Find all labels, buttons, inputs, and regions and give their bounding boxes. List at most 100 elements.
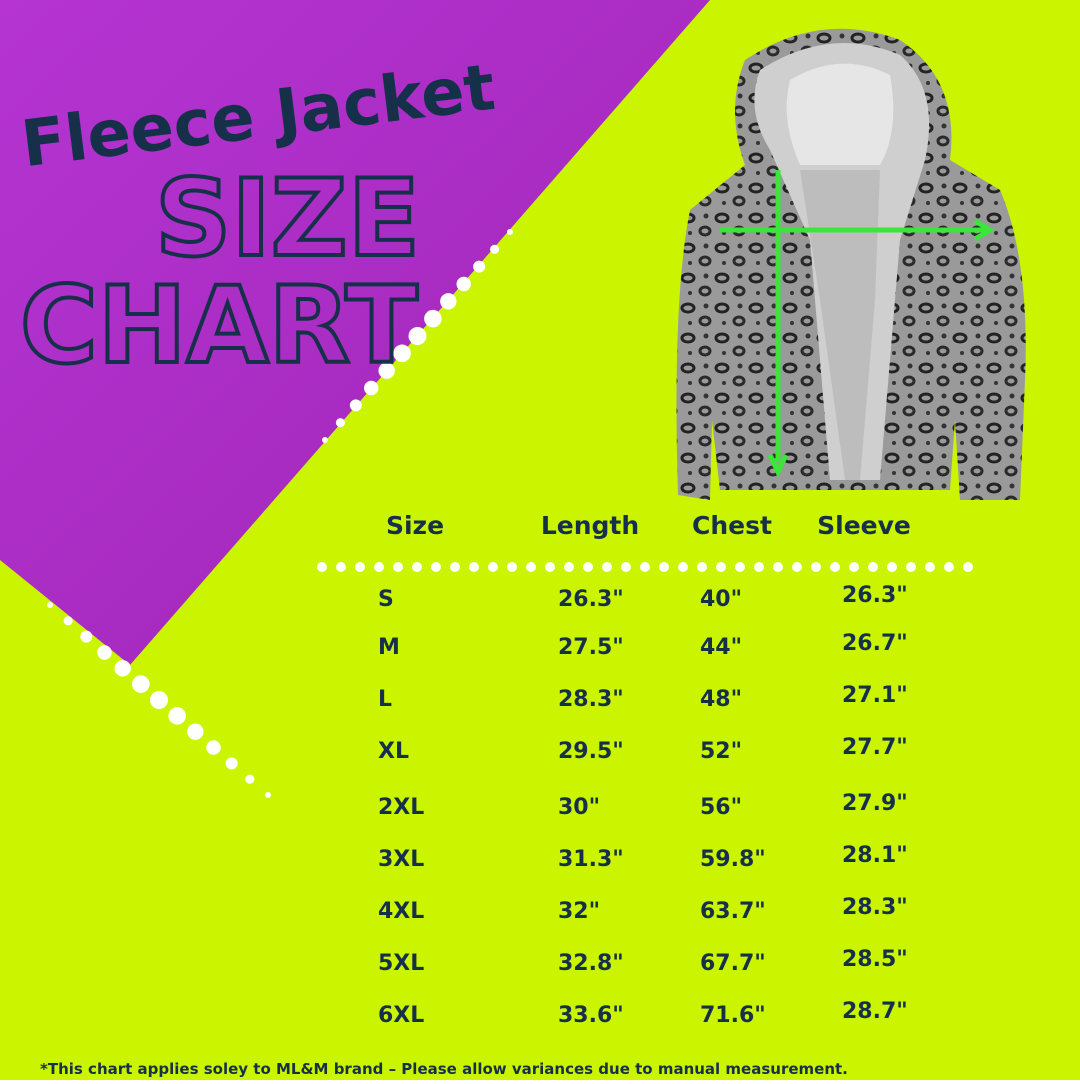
dot — [150, 691, 168, 709]
column-header: Chest — [692, 511, 772, 540]
dot — [602, 562, 612, 572]
dot — [206, 740, 221, 755]
dot — [225, 757, 238, 770]
dot — [944, 562, 954, 572]
dot — [364, 380, 379, 396]
table-cell: 3XL — [378, 847, 424, 872]
column-header: Length — [541, 511, 639, 540]
dot — [906, 562, 916, 572]
dot — [507, 229, 513, 235]
dot — [132, 675, 150, 693]
table-cell: 40" — [700, 587, 742, 612]
column-header: Sleeve — [817, 511, 911, 540]
dot — [868, 562, 878, 572]
table-cell: 27.7" — [842, 735, 908, 760]
dot — [374, 562, 384, 572]
dot — [440, 293, 457, 310]
dot — [849, 562, 859, 572]
dot — [925, 562, 935, 572]
dot — [811, 562, 821, 572]
table-cell: 5XL — [378, 951, 424, 976]
dot — [697, 562, 707, 572]
dot — [792, 562, 802, 572]
table-cell: 56" — [700, 795, 742, 820]
dot — [456, 276, 471, 292]
dot — [187, 723, 204, 740]
decorative-dots — [47, 229, 973, 798]
dot — [317, 562, 327, 572]
dot — [349, 399, 362, 412]
dot — [322, 437, 328, 443]
dot — [378, 362, 395, 379]
dot — [335, 418, 345, 428]
dot — [830, 562, 840, 572]
dot — [80, 630, 93, 643]
dot — [963, 562, 973, 572]
table-cell: 2XL — [378, 795, 424, 820]
table-cell: 67.7" — [700, 951, 766, 976]
dot — [336, 562, 346, 572]
table-cell: 71.6" — [700, 1003, 766, 1028]
dot — [564, 562, 574, 572]
dot — [678, 562, 688, 572]
dot — [490, 244, 500, 254]
table-cell: 63.7" — [700, 899, 766, 924]
dot — [621, 562, 631, 572]
dot — [659, 562, 669, 572]
subtitle: SIZE — [155, 157, 420, 280]
table-cell: 28.3" — [842, 895, 908, 920]
dot — [640, 562, 650, 572]
table-cell: 29.5" — [558, 739, 624, 764]
dot — [754, 562, 764, 572]
table-cell: 33.6" — [558, 1003, 624, 1028]
dot — [583, 562, 593, 572]
dot — [63, 616, 73, 626]
dot — [469, 562, 479, 572]
subtitle: CHART — [20, 264, 418, 387]
dot — [450, 562, 460, 572]
table-cell: 26.3" — [842, 583, 908, 608]
dot — [773, 562, 783, 572]
table-cell: 27.9" — [842, 791, 908, 816]
jacket-image — [676, 28, 1026, 500]
dot — [47, 602, 53, 608]
table-cell: 4XL — [378, 899, 424, 924]
table-cell: 32" — [558, 899, 600, 924]
dot — [393, 344, 411, 363]
table-cell: XL — [378, 739, 409, 764]
dot — [393, 562, 403, 572]
table-cell: S — [378, 587, 394, 612]
table-cell: 28.5" — [842, 947, 908, 972]
table-cell: 28.1" — [842, 843, 908, 868]
dot — [507, 562, 517, 572]
dot — [412, 562, 422, 572]
table-cell: L — [378, 687, 392, 712]
table-cell: 27.5" — [558, 635, 624, 660]
table-cell: 28.3" — [558, 687, 624, 712]
table-cell: 44" — [700, 635, 742, 660]
dot — [431, 562, 441, 572]
dot — [97, 645, 112, 660]
table-cell: 48" — [700, 687, 742, 712]
footer-note: *This chart applies soley to ML&M brand … — [40, 1060, 848, 1078]
dot — [424, 309, 442, 328]
dot — [545, 562, 555, 572]
table-cell: 52" — [700, 739, 742, 764]
table-cell: 32.8" — [558, 951, 624, 976]
purple-panel — [0, 0, 710, 665]
dot — [526, 562, 536, 572]
dot — [887, 562, 897, 572]
dot — [265, 792, 271, 798]
table-cell: 26.7" — [842, 631, 908, 656]
table-cell: 59.8" — [700, 847, 766, 872]
dot — [488, 562, 498, 572]
table-cell: 28.7" — [842, 999, 908, 1024]
table-cell: 26.3" — [558, 587, 624, 612]
dot — [245, 774, 255, 784]
dot — [716, 562, 726, 572]
dot — [735, 562, 745, 572]
table-cell: 30" — [558, 795, 600, 820]
size-table: Size Length Chest Sleeve S 26.3" 40" 26.3" M 27.5… — [378, 511, 911, 1028]
